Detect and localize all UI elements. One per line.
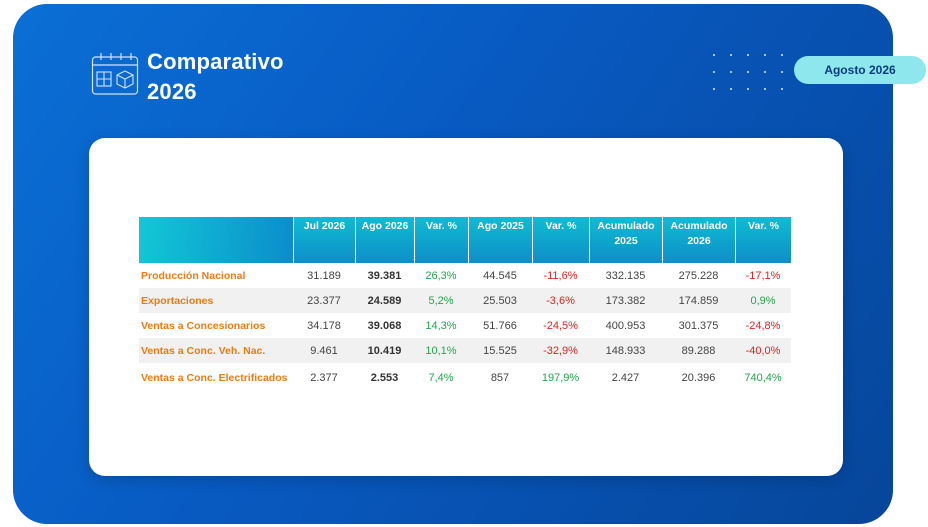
row-label: Exportaciones [139,288,293,313]
cell-acum2026: 301.375 [678,319,719,332]
cell-acum2025: 332.135 [605,269,646,282]
cell-var: -24,8% [745,319,781,332]
cell-ago2026: 39.068 [367,319,402,332]
table-row: Ventas a Conc. Veh. Nac. 9.461 10.419 10… [139,338,791,363]
col-header: Jul 2026 [293,217,355,263]
cell-var: -11,6% [543,269,578,282]
cell-acum2025: 2.427 [589,363,662,393]
cell-ago2026: 24.589 [355,288,414,313]
col-header: Var. % [414,217,468,263]
title-line-1: Comparativo [147,49,284,74]
period-badge: Agosto 2026 [794,56,926,84]
cell-acum2025: 173.382 [589,288,662,313]
table-header-row: Jul 2026 Ago 2026 Var. % Ago 2025 Var. %… [139,217,791,263]
cell-acum2026: 20.396 [662,363,735,393]
cell-var: -3,6% [532,288,589,313]
table-card: Jul 2026 Ago 2026 Var. % Ago 2025 Var. %… [89,138,843,476]
cell-var: 740,4% [735,363,791,393]
cell-jul2026: 9.461 [293,338,355,363]
cell-var: -40,0% [735,338,791,363]
cell-var: -24,5% [543,319,578,332]
table-row: Ventas a Conc. Electrificados 2.377 2.55… [139,363,791,393]
cell-ago2025: 857 [468,363,532,393]
calendar-cube-icon [91,53,139,95]
cell-var: -32,9% [532,338,589,363]
cell-ago2025: 44.545 [483,269,517,282]
cell-var: 14,3% [425,319,457,332]
cell-var: 7,4% [414,363,468,393]
col-header: Acumulado 2025 [589,217,662,263]
cell-acum2026: 174.859 [662,288,735,313]
table-row: Ventas a Concesionarios 34.178 39.068 14… [139,313,791,338]
col-header: Acumulado 2026 [662,217,735,263]
cell-var: 0,9% [735,288,791,313]
cell-ago2026: 10.419 [355,338,414,363]
cell-acum2025: 148.933 [589,338,662,363]
cell-ago2025: 25.503 [468,288,532,313]
header-corner [139,217,293,263]
cell-var: 26,3% [425,269,457,282]
cell-jul2026: 23.377 [293,288,355,313]
cell-ago2025: 51.766 [483,319,517,332]
table-row: Producción Nacional 31.189 39.381 26,3% … [139,263,791,288]
title-line-2: 2026 [147,79,197,104]
row-label: Ventas a Concesionarios [141,319,266,332]
cell-acum2026: 275.228 [678,269,719,282]
comparison-table: Jul 2026 Ago 2026 Var. % Ago 2025 Var. %… [139,217,791,393]
cell-ago2025: 15.525 [468,338,532,363]
cell-acum2025: 400.953 [605,319,646,332]
report-panel: Comparativo 2026 Jul 2026 Ago 2026 Var. … [13,4,893,524]
decorative-dots [713,54,793,96]
row-label: Ventas a Conc. Veh. Nac. [139,338,293,363]
cell-jul2026: 34.178 [307,319,341,332]
col-header: Var. % [735,217,791,263]
cell-var: 197,9% [532,363,589,393]
cell-ago2026: 39.381 [367,269,402,282]
cell-ago2026: 2.553 [355,363,414,393]
cell-var: 10,1% [414,338,468,363]
table-row: Exportaciones 23.377 24.589 5,2% 25.503 … [139,288,791,313]
col-header: Var. % [532,217,589,263]
cell-jul2026: 31.189 [307,269,341,282]
col-header: Ago 2025 [468,217,532,263]
cell-var: 5,2% [414,288,468,313]
cell-var: -17,1% [745,269,781,282]
cell-acum2026: 89.288 [662,338,735,363]
row-label: Ventas a Conc. Electrificados [139,363,293,393]
cell-jul2026: 2.377 [293,363,355,393]
page-title: Comparativo 2026 [147,47,284,107]
row-label: Producción Nacional [141,269,246,282]
col-header: Ago 2026 [355,217,414,263]
